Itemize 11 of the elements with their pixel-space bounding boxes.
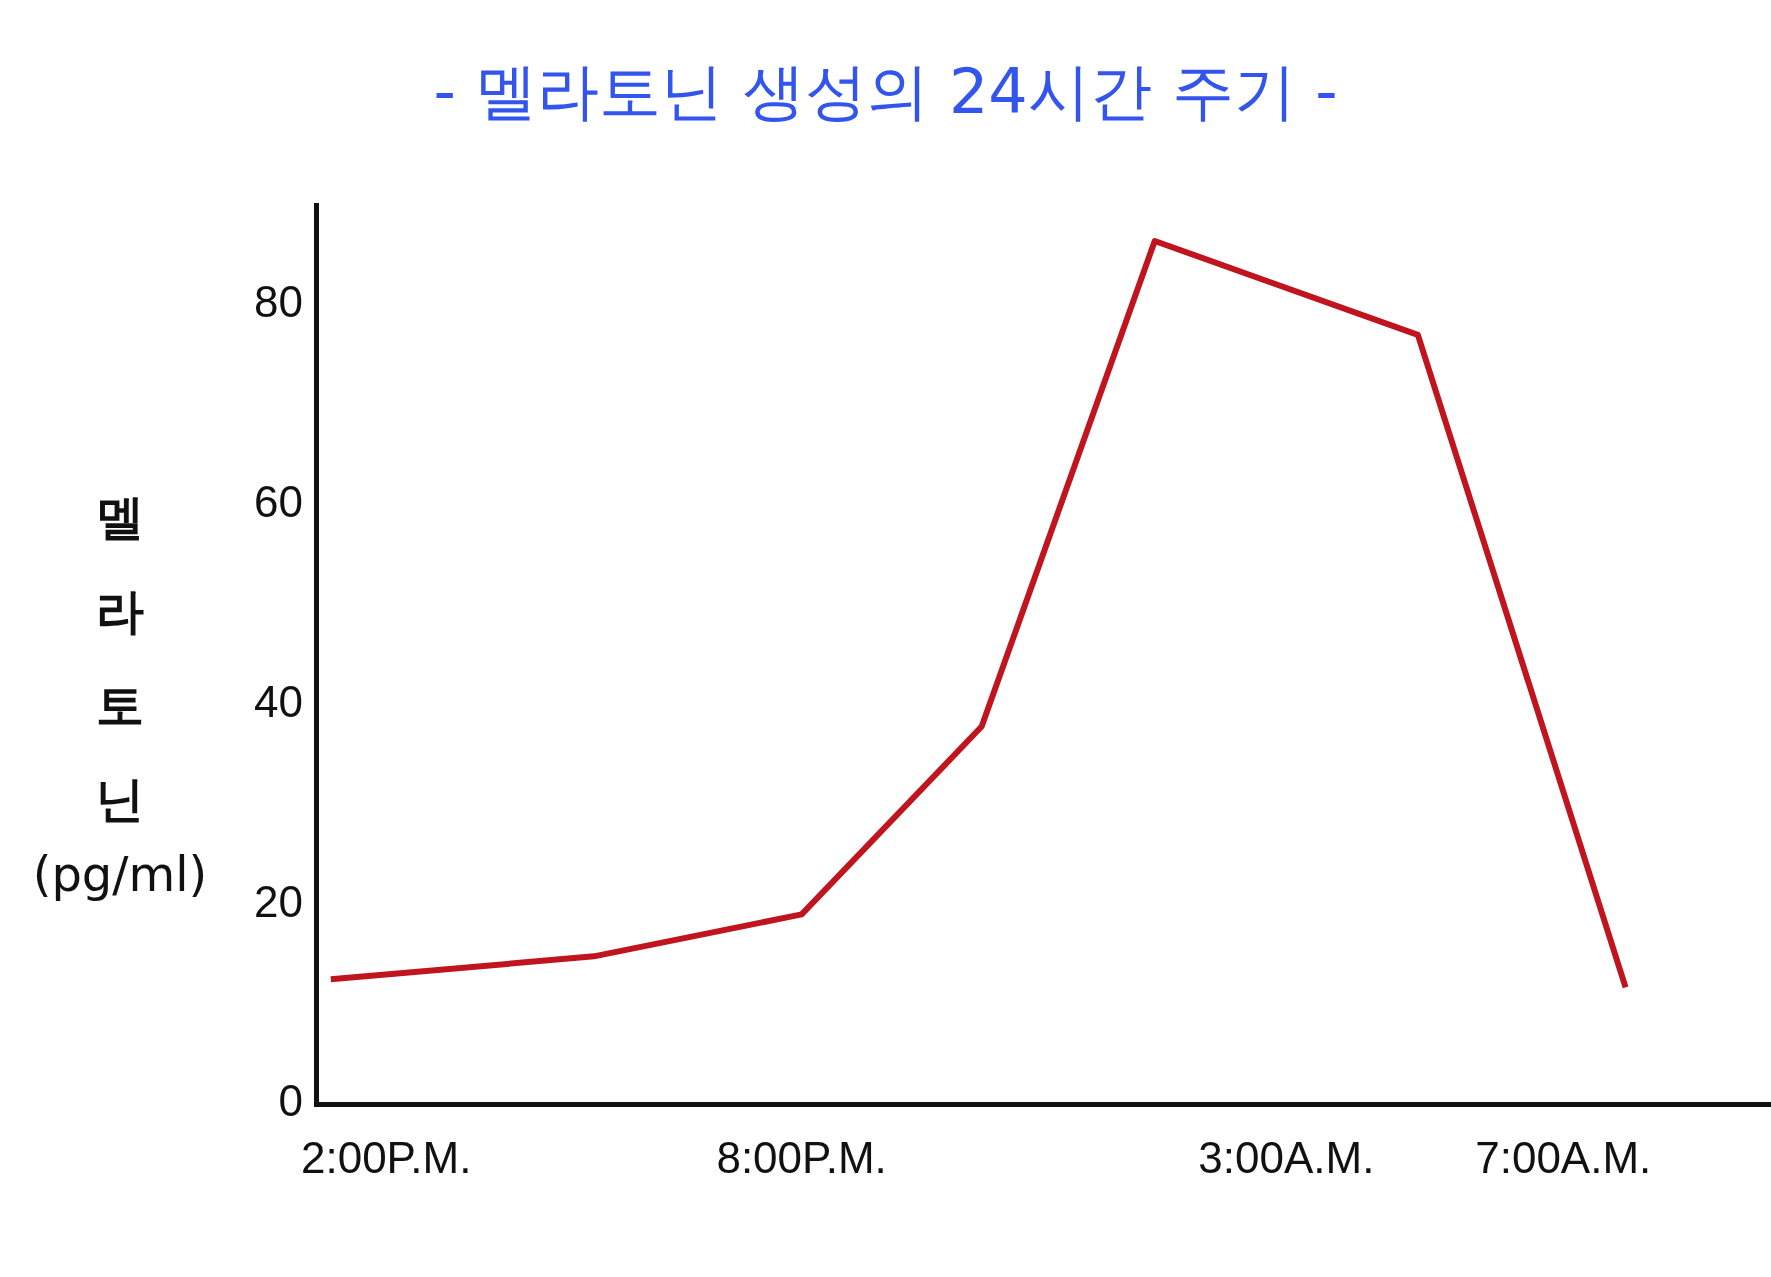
y-tick-label: 40: [253, 676, 303, 726]
y-axis-title: 멜라토닌 (pg/ml): [32, 488, 208, 902]
x-tick-label: 8:00P.M.: [716, 1132, 887, 1182]
y-tick-label: 20: [253, 876, 303, 926]
chart-title: - 멜라토닌 생성의 24시간 주기 -: [432, 54, 1339, 130]
y-tick-label: 80: [253, 277, 303, 327]
x-tick-label: 7:00A.M.: [1475, 1132, 1652, 1182]
y-tick-label: 60: [253, 476, 303, 526]
y-tick-label: 0: [278, 1076, 303, 1126]
x-tick-label: 3:00A.M.: [1198, 1132, 1375, 1182]
x-tick-label: 2:00P.M.: [300, 1132, 472, 1182]
